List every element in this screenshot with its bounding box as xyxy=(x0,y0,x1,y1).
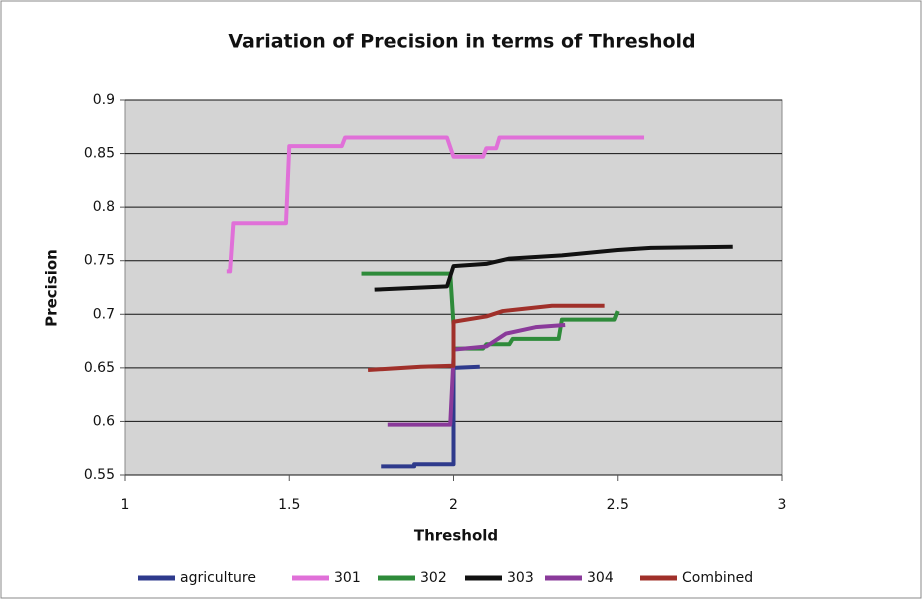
y-tick-label: 0.8 xyxy=(93,199,115,215)
y-tick-label: 0.7 xyxy=(93,306,115,322)
y-tick-label: 0.75 xyxy=(84,253,115,269)
y-tick-label: 0.6 xyxy=(93,413,115,429)
series-line xyxy=(367,303,605,372)
legend-label: Combined xyxy=(682,570,753,586)
chart-title: Variation of Precision in terms of Thres… xyxy=(228,31,695,53)
series-line xyxy=(381,364,480,469)
y-tick-label: 0.85 xyxy=(84,146,115,162)
legend-label: 304 xyxy=(587,570,614,586)
legend-label: agriculture xyxy=(180,570,256,586)
legend-label: 302 xyxy=(420,570,447,586)
x-tick-label: 2 xyxy=(449,497,458,513)
series-line xyxy=(387,323,566,427)
legend-label: 303 xyxy=(507,570,534,586)
series-line xyxy=(374,244,733,292)
y-tick-label: 0.65 xyxy=(84,360,115,376)
y-tick-label: 0.55 xyxy=(84,467,115,483)
series-line xyxy=(361,271,620,351)
x-tick-label: 1 xyxy=(121,497,130,513)
series-line xyxy=(226,135,645,274)
y-axis-title: Precision xyxy=(43,249,61,327)
x-axis-title: Threshold xyxy=(414,527,498,545)
legend-label: 301 xyxy=(334,570,361,586)
y-tick-label: 0.9 xyxy=(93,92,115,108)
x-tick-label: 3 xyxy=(778,497,787,513)
x-tick-label: 1.5 xyxy=(278,497,300,513)
x-tick-label: 2.5 xyxy=(607,497,629,513)
